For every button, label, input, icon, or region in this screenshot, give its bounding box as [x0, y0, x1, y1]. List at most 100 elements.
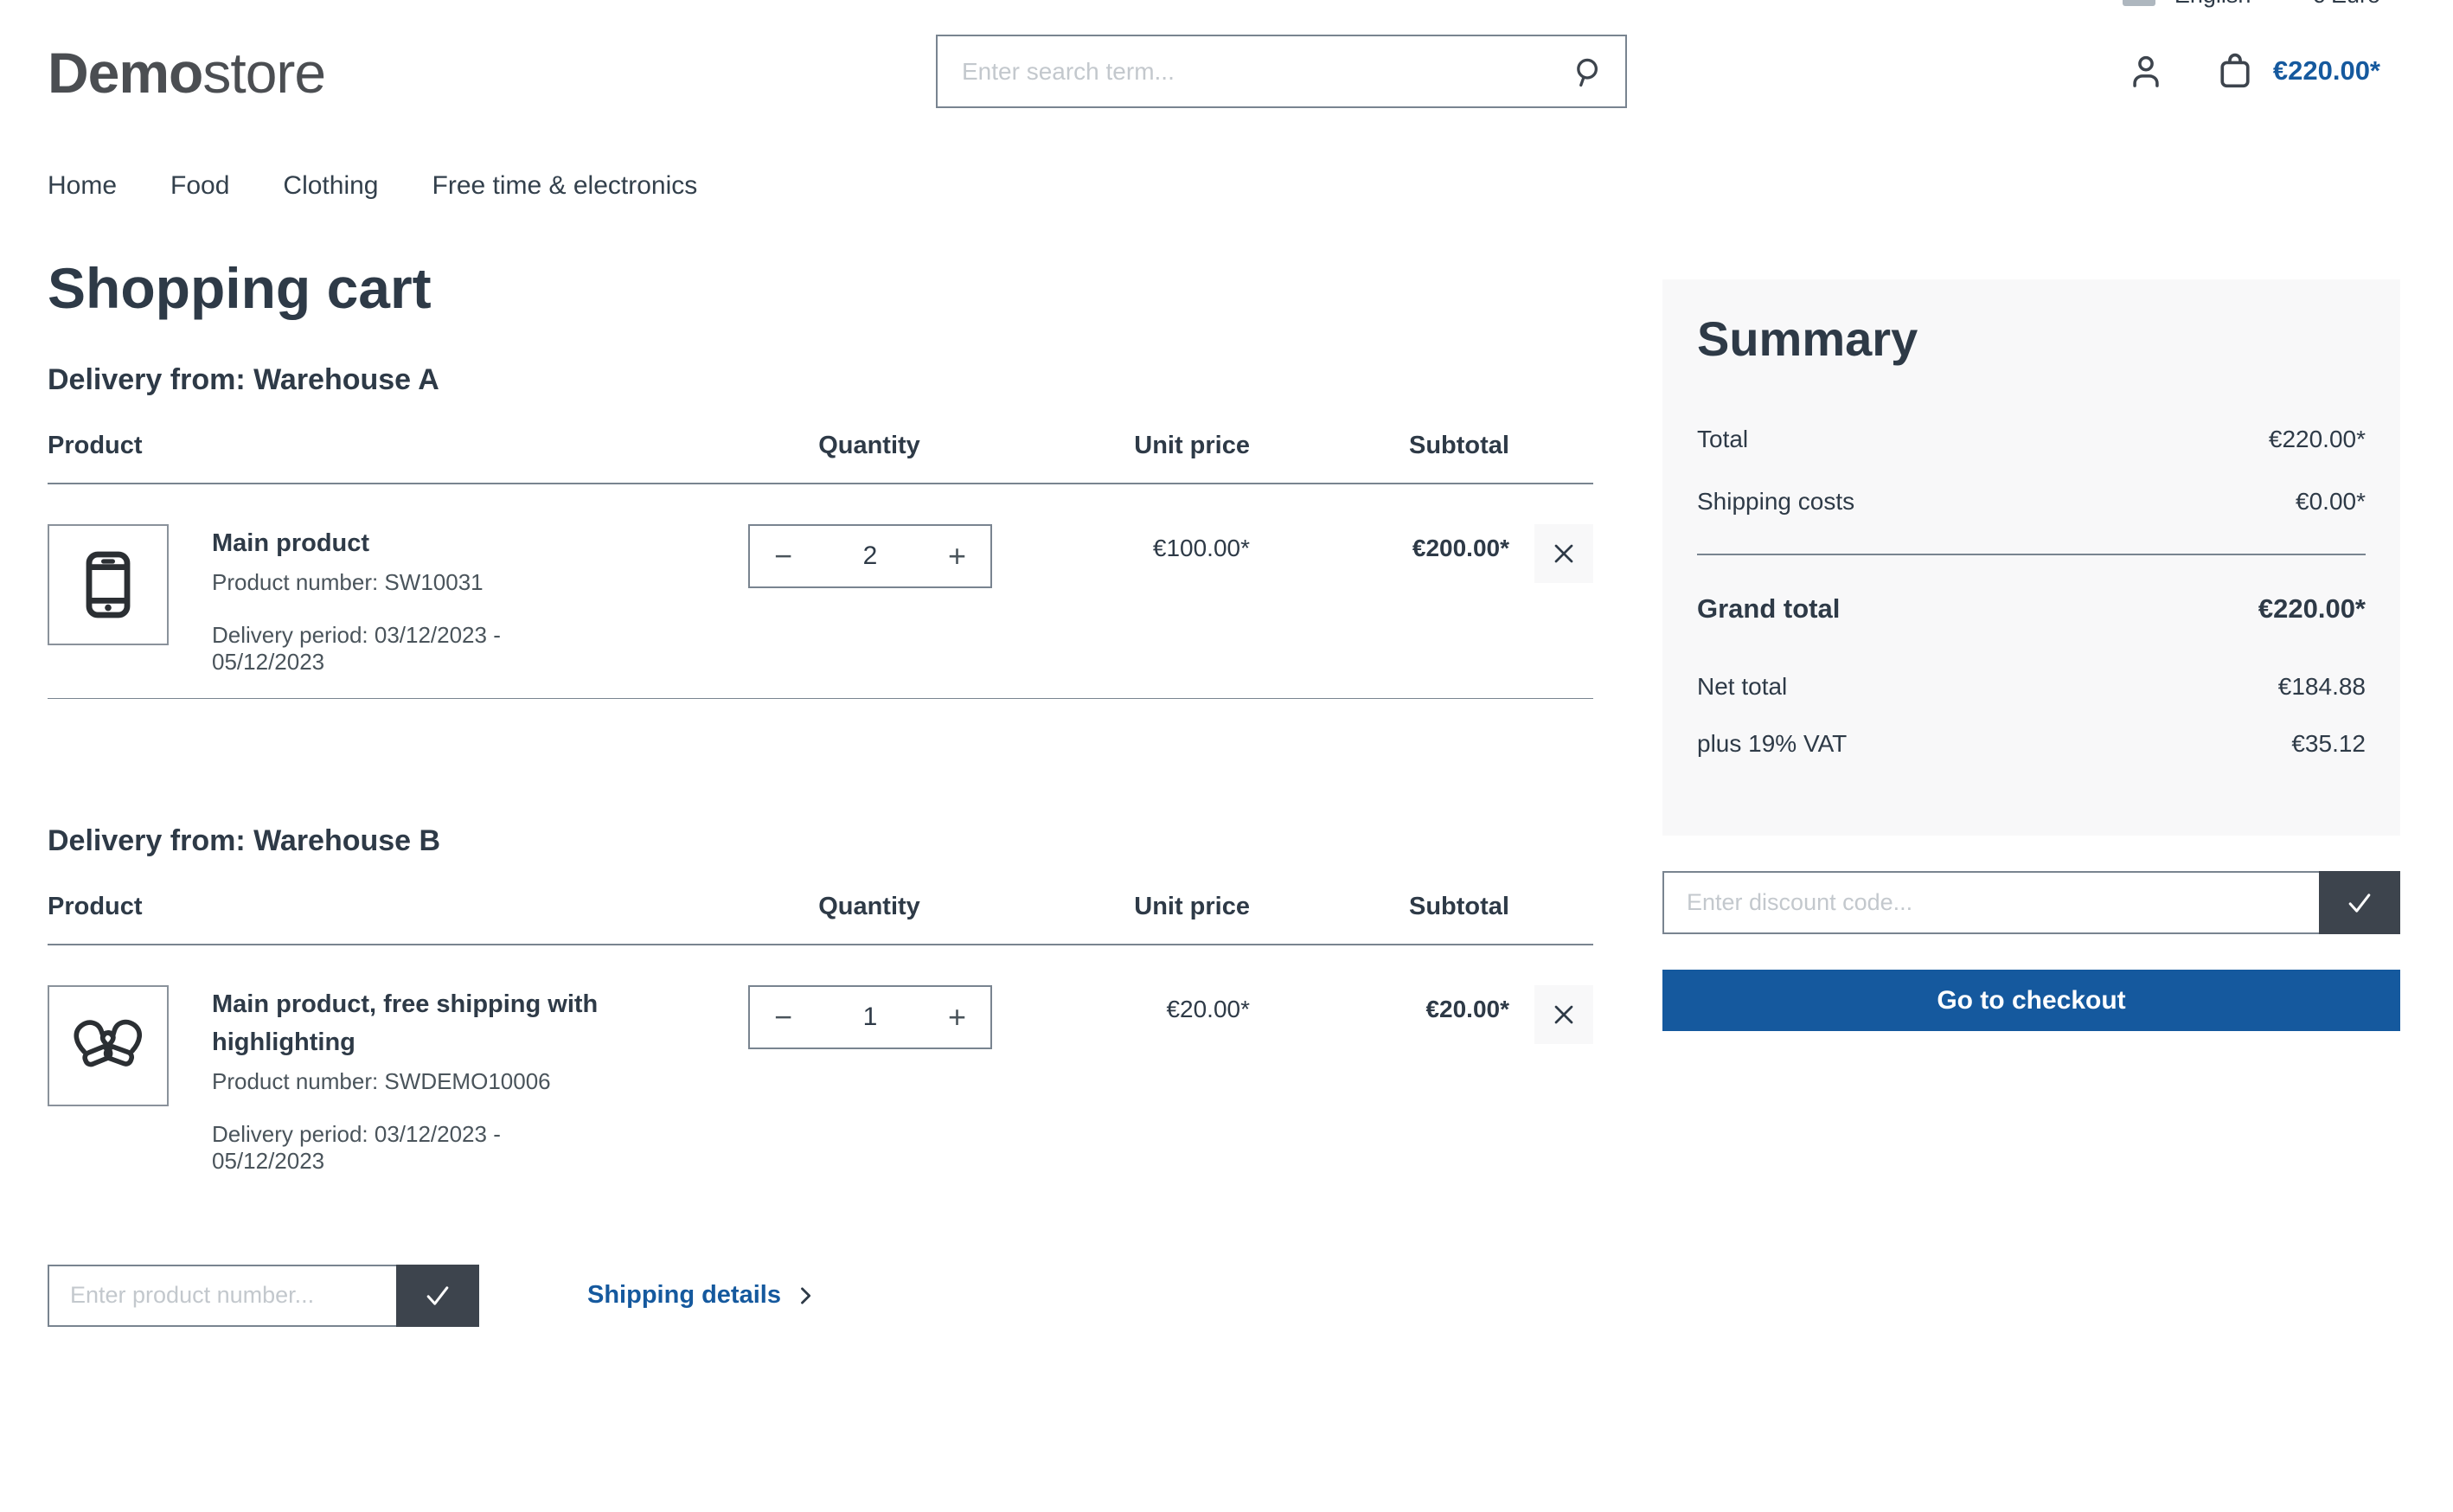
product-number: Product number: SWDEMO10006 — [212, 1067, 551, 1094]
summary-total-label: Total — [1697, 426, 1749, 452]
shipping-details-link[interactable]: Shipping details — [587, 1281, 817, 1310]
summary-panel: Summary Total €220.00* Shipping costs €0… — [1662, 279, 2400, 836]
column-quantity: Quantity — [818, 892, 920, 920]
apply-discount-button[interactable] — [2319, 871, 2400, 934]
summary-vat-row: plus 19% VAT €35.12 — [1697, 730, 2366, 758]
topbar: English € Euro — [0, 0, 2453, 12]
chevron-right-icon — [801, 1287, 811, 1304]
header-actions: €220.00* — [2124, 48, 2380, 93]
logo-light-text: store — [202, 41, 326, 105]
product-number: Product number: SW10031 — [212, 568, 484, 595]
remove-item-button[interactable] — [1534, 523, 1593, 583]
shipping-details-label: Shipping details — [587, 1281, 781, 1310]
product-number-input[interactable] — [48, 1264, 396, 1327]
summary-vat-label: plus 19% VAT — [1697, 730, 1848, 757]
column-quantity: Quantity — [818, 431, 920, 459]
product-image[interactable] — [48, 523, 169, 645]
summary-net-total-row: Net total €184.88 — [1697, 673, 2366, 701]
cart-table-header-a: Product Quantity Unit price Subtotal — [48, 432, 1593, 484]
store-logo[interactable]: Demostore — [48, 31, 326, 114]
checkmark-icon — [2348, 893, 2371, 913]
unit-price: €100.00* — [1152, 534, 1250, 561]
search-icon — [1577, 58, 1598, 86]
summary-grand-total-row: Grand total €220.00* — [1697, 593, 2366, 625]
summary-net-total-label: Net total — [1697, 673, 1788, 700]
search-button[interactable] — [1547, 36, 1625, 106]
discount-code-input[interactable] — [1662, 871, 2319, 934]
column-subtotal: Subtotal — [1409, 892, 1509, 920]
language-selector[interactable]: English — [2122, 0, 2251, 9]
phone-icon — [86, 551, 131, 618]
delivery-period: Delivery period: 03/12/2023 - 05/12/2023 — [212, 621, 501, 675]
cart-row-main-product: Main product Product number: SW10031 Del… — [48, 484, 1593, 699]
close-icon — [1554, 544, 1573, 563]
summary-grand-total-value: €220.00* — [2258, 593, 2366, 624]
quantity-increase-button[interactable]: + — [947, 537, 966, 573]
nav-item-home[interactable]: Home — [48, 171, 118, 200]
product-image[interactable] — [48, 984, 169, 1106]
cart-widget[interactable]: €220.00* — [2213, 48, 2380, 93]
column-subtotal: Subtotal — [1409, 431, 1509, 459]
account-button[interactable] — [2124, 49, 2168, 93]
user-icon — [2133, 55, 2159, 87]
summary-total-row: Total €220.00* — [1697, 426, 2366, 453]
nav-item-free-time-electronics[interactable]: Free time & electronics — [432, 171, 698, 200]
summary-shipping-value: €0.00* — [2296, 488, 2366, 515]
delivery-group-a-heading: Delivery from: Warehouse A — [48, 362, 439, 396]
nav-item-food[interactable]: Food — [170, 171, 230, 200]
quantity-decrease-button[interactable]: − — [774, 537, 793, 573]
summary-grand-total-label: Grand total — [1697, 593, 1841, 624]
column-unit-price: Unit price — [1134, 892, 1250, 920]
page-title: Shopping cart — [48, 256, 432, 320]
column-unit-price: Unit price — [1134, 431, 1250, 459]
currency-label: € Euro — [2311, 0, 2380, 8]
cart-row-free-shipping-product: Main product, free shipping with highlig… — [48, 945, 1593, 1197]
checkout-label: Go to checkout — [1937, 985, 2126, 1015]
quantity-value: 1 — [862, 1002, 878, 1031]
add-product-button[interactable] — [396, 1264, 479, 1327]
quantity-value: 2 — [862, 541, 878, 570]
cart-main: Shopping cart Delivery from: Warehouse A… — [48, 204, 1593, 1327]
unit-price: €20.00* — [1166, 995, 1250, 1022]
product-name[interactable]: Main product, free shipping with highlig… — [212, 990, 599, 1056]
summary-title: Summary — [1697, 311, 1918, 366]
currency-selector[interactable]: € Euro — [2311, 0, 2380, 9]
mittens-icon — [74, 1019, 142, 1067]
cart-table-header-b: Product Quantity Unit price Subtotal — [48, 893, 1593, 945]
summary-shipping-label: Shipping costs — [1697, 488, 1855, 515]
delivery-period: Delivery period: 03/12/2023 - 05/12/2023 — [212, 1120, 501, 1174]
checkmark-icon — [426, 1286, 449, 1305]
cart-aside: Summary Total €220.00* Shipping costs €0… — [1662, 204, 2400, 1031]
subtotal: €200.00* — [1412, 534, 1509, 561]
go-to-checkout-button[interactable]: Go to checkout — [1662, 970, 2400, 1031]
content: Shopping cart Delivery from: Warehouse A… — [0, 204, 2453, 1327]
summary-net-total-value: €184.88 — [2277, 673, 2366, 700]
column-product: Product — [48, 892, 143, 920]
summary-shipping-row: Shipping costs €0.00* — [1697, 488, 2366, 516]
nav-item-clothing[interactable]: Clothing — [283, 171, 379, 200]
cart-bottom-controls: Shipping details — [48, 1264, 1593, 1327]
bag-icon — [2220, 53, 2250, 88]
quantity-stepper[interactable]: − 1 + — [748, 984, 992, 1049]
summary-vat-value: €35.12 — [2291, 730, 2366, 757]
header: Demostore €22 — [0, 12, 2453, 156]
summary-total-value: €220.00* — [2268, 426, 2366, 452]
main-nav: Home Food Clothing Free time & electroni… — [0, 168, 2453, 204]
quantity-increase-button[interactable]: + — [947, 998, 966, 1035]
close-icon — [1554, 1005, 1573, 1024]
logo-bold-text: Demo — [48, 41, 203, 105]
header-cart-total: €220.00* — [2272, 55, 2380, 86]
delivery-group-b-heading: Delivery from: Warehouse B — [48, 823, 441, 857]
product-name[interactable]: Main product — [212, 529, 370, 557]
language-label: English — [2174, 0, 2251, 9]
quantity-decrease-button[interactable]: − — [774, 998, 793, 1035]
column-product: Product — [48, 431, 143, 459]
quantity-stepper[interactable]: − 2 + — [748, 523, 992, 588]
summary-divider — [1697, 554, 2366, 555]
search-input[interactable] — [938, 57, 1547, 86]
discount-code-form — [1662, 871, 2400, 934]
remove-item-button[interactable] — [1534, 984, 1593, 1044]
subtotal: €20.00* — [1425, 995, 1509, 1022]
search-bar — [936, 35, 1627, 108]
